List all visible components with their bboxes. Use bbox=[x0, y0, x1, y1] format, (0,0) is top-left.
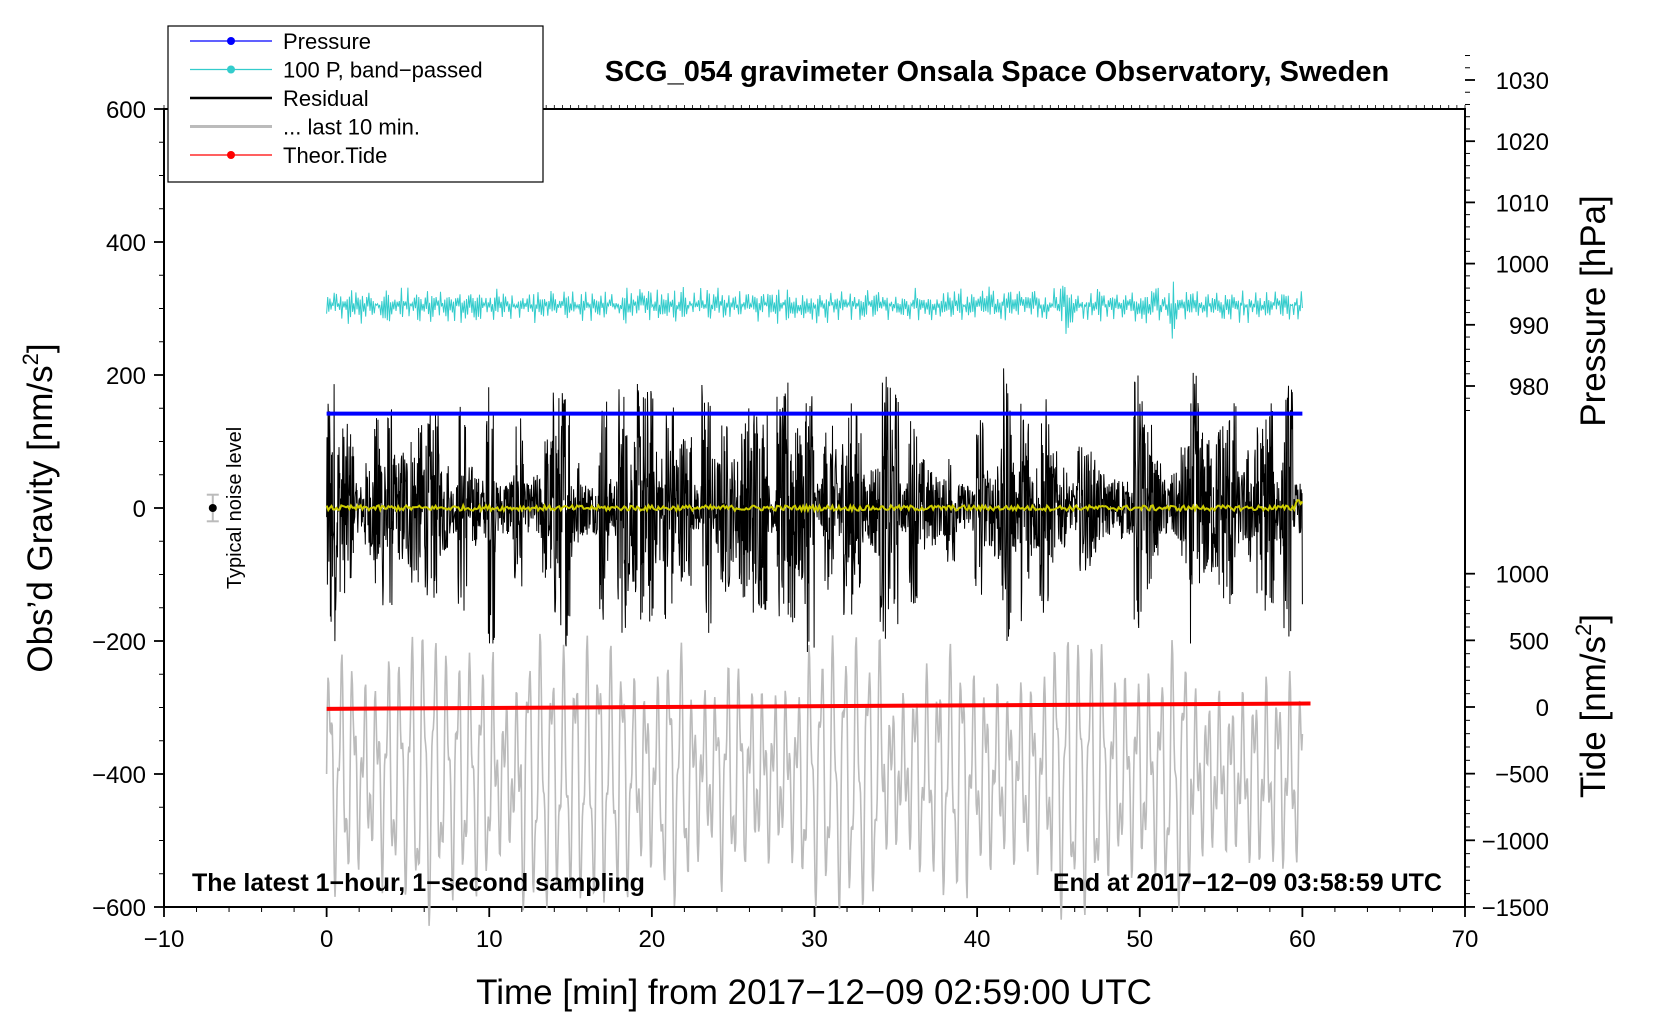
x-axis-label: Time [min] from 2017−12−09 02:59:00 UTC bbox=[476, 973, 1152, 1012]
y-axis-label-main: Obs’d Gravity [nm/s bbox=[21, 365, 60, 672]
y-tick-label: 600 bbox=[106, 97, 146, 124]
pressure-axis-label: Pressure [hPa] bbox=[1574, 195, 1613, 427]
series-smoothed-residual bbox=[325, 499, 1304, 514]
x-tick-label: 70 bbox=[1452, 926, 1479, 953]
y-tick-label: −400 bbox=[92, 762, 146, 789]
tide-tick-label: −500 bbox=[1495, 762, 1549, 789]
y-axis-label: Obs’d Gravity [nm/s2] bbox=[18, 343, 60, 672]
x-tick-label: 30 bbox=[801, 926, 828, 953]
y-tick-label: 400 bbox=[106, 230, 146, 257]
tide-axis-label-end: ] bbox=[1574, 614, 1613, 624]
annotation-right: End at 2017−12−09 03:58:59 UTC bbox=[1053, 869, 1442, 897]
pressure-tick-label: 980 bbox=[1509, 374, 1549, 401]
legend-label: ... last 10 min. bbox=[283, 115, 420, 140]
legend-marker bbox=[227, 151, 235, 159]
x-tick-label: 10 bbox=[476, 926, 503, 953]
x-tick-label: 20 bbox=[639, 926, 666, 953]
legend-label: 100 P, band−passed bbox=[283, 58, 483, 83]
tide-tick-label: 500 bbox=[1509, 628, 1549, 655]
series-theoretical-tide bbox=[326, 701, 1311, 711]
pressure-tick-label: 1000 bbox=[1496, 252, 1549, 279]
x-tick-label: 60 bbox=[1289, 926, 1316, 953]
pressure-tick-label: 1030 bbox=[1496, 68, 1549, 95]
y-tick-label: 200 bbox=[106, 363, 146, 390]
noise-label: Typical noise level bbox=[224, 427, 246, 589]
x-tick-label: −10 bbox=[144, 926, 185, 953]
pressure-tick-label: 1020 bbox=[1496, 129, 1549, 156]
x-tick-label: 50 bbox=[1126, 926, 1153, 953]
legend-marker bbox=[227, 65, 235, 74]
legend-label: Pressure bbox=[283, 29, 371, 54]
tide-axis-label-main: Tide [nm/s bbox=[1574, 636, 1613, 798]
tide-axis-label-sup: 2 bbox=[1571, 624, 1596, 636]
y-tick-label: −600 bbox=[92, 895, 146, 922]
y-axis-label-sup: 2 bbox=[18, 353, 43, 365]
chart-title: SCG_054 gravimeter Onsala Space Observat… bbox=[605, 56, 1389, 88]
pressure-tick-label: 990 bbox=[1509, 313, 1549, 340]
series-residual bbox=[326, 368, 1303, 653]
x-tick-label: 0 bbox=[320, 926, 333, 953]
y-axis-label-end: ] bbox=[21, 343, 60, 353]
series-layer bbox=[325, 281, 1311, 926]
legend-label: Theor.Tide bbox=[283, 143, 387, 168]
legend-label: Residual bbox=[283, 86, 369, 111]
x-tick-label: 40 bbox=[964, 926, 991, 953]
tide-tick-label: −1500 bbox=[1482, 895, 1549, 922]
legend-marker bbox=[227, 37, 235, 45]
series-last-10-min bbox=[325, 633, 1304, 926]
tide-tick-label: 1000 bbox=[1496, 562, 1549, 589]
noise-marker bbox=[206, 493, 219, 523]
tide-tick-label: −1000 bbox=[1482, 828, 1549, 855]
annotation-left: The latest 1−hour, 1−second sampling bbox=[192, 869, 645, 897]
y-tick-label: 0 bbox=[133, 496, 146, 523]
noise-point bbox=[208, 504, 217, 512]
y-tick-label: −200 bbox=[92, 629, 146, 656]
tide-axis-label: Tide [nm/s2] bbox=[1571, 614, 1613, 798]
tide-tick-label: 0 bbox=[1536, 695, 1549, 722]
axis-layer: −10 0 10 20 30 40 50 60 70−600−400−2000200400600… bbox=[92, 55, 1549, 953]
series-pressure-bandpassed bbox=[326, 281, 1303, 339]
legend: Pressure 100 P, band−passed Residual ... la… bbox=[167, 25, 544, 183]
pressure-tick-label: 1010 bbox=[1496, 190, 1549, 217]
